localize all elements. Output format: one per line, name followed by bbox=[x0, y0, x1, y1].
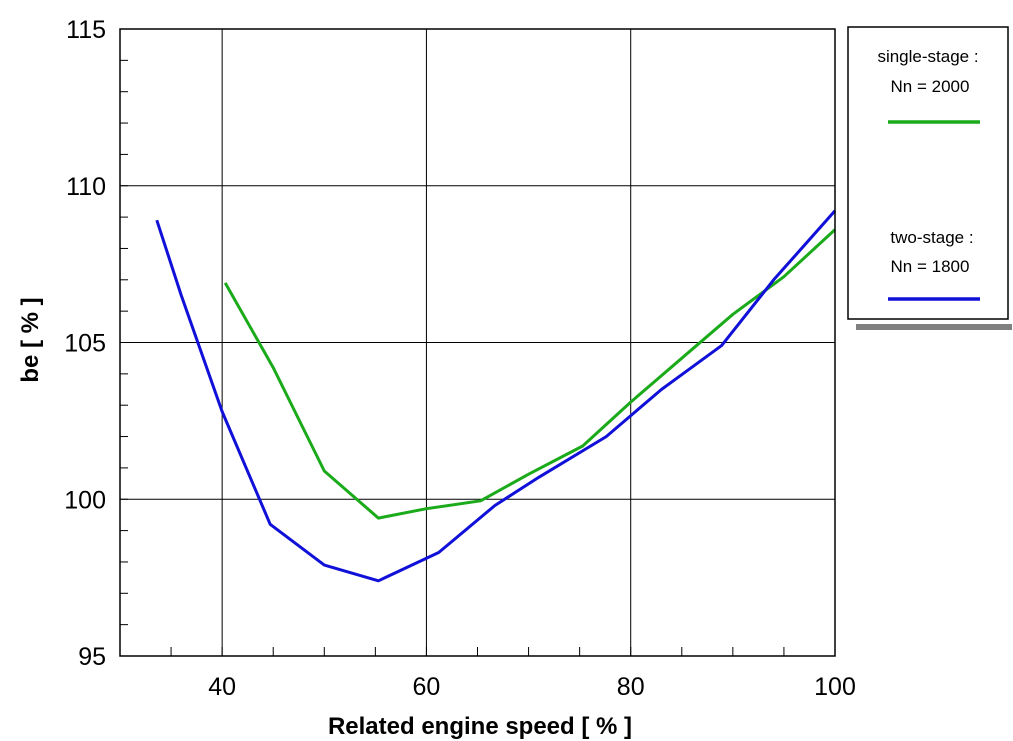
legend: single-stage : Nn = 2000 two-stage : Nn … bbox=[847, 26, 1012, 330]
legend-label-two-stage: two-stage : bbox=[890, 228, 973, 247]
y-axis-title: be [ % ] bbox=[17, 297, 44, 382]
series-line-1 bbox=[155, 209, 837, 583]
legend-label-single-stage: single-stage : bbox=[877, 47, 978, 66]
series-line-0 bbox=[223, 228, 837, 520]
x-tick-label: 40 bbox=[208, 673, 236, 701]
series-layer bbox=[155, 209, 837, 583]
legend-label-single-stage-nn: Nn = 2000 bbox=[891, 77, 970, 96]
tick-labels: 40 60 80 100 95 100 105 110 115 bbox=[64, 16, 856, 701]
y-tick-label: 105 bbox=[64, 330, 106, 358]
x-tick-label: 100 bbox=[814, 673, 856, 701]
x-axis-title: Related engine speed [ % ] bbox=[328, 713, 632, 740]
plot-frame bbox=[119, 28, 836, 657]
x-tick-label: 80 bbox=[617, 673, 645, 701]
y-tick-label: 100 bbox=[64, 486, 106, 514]
x-tick-label: 60 bbox=[413, 673, 441, 701]
y-tick-label: 115 bbox=[66, 16, 106, 44]
legend-shadow bbox=[856, 324, 1012, 330]
legend-box bbox=[847, 26, 1009, 320]
legend-label-two-stage-nn: Nn = 1800 bbox=[891, 257, 970, 276]
y-tick-label: 110 bbox=[66, 173, 106, 201]
y-tick-label: 95 bbox=[78, 643, 106, 671]
